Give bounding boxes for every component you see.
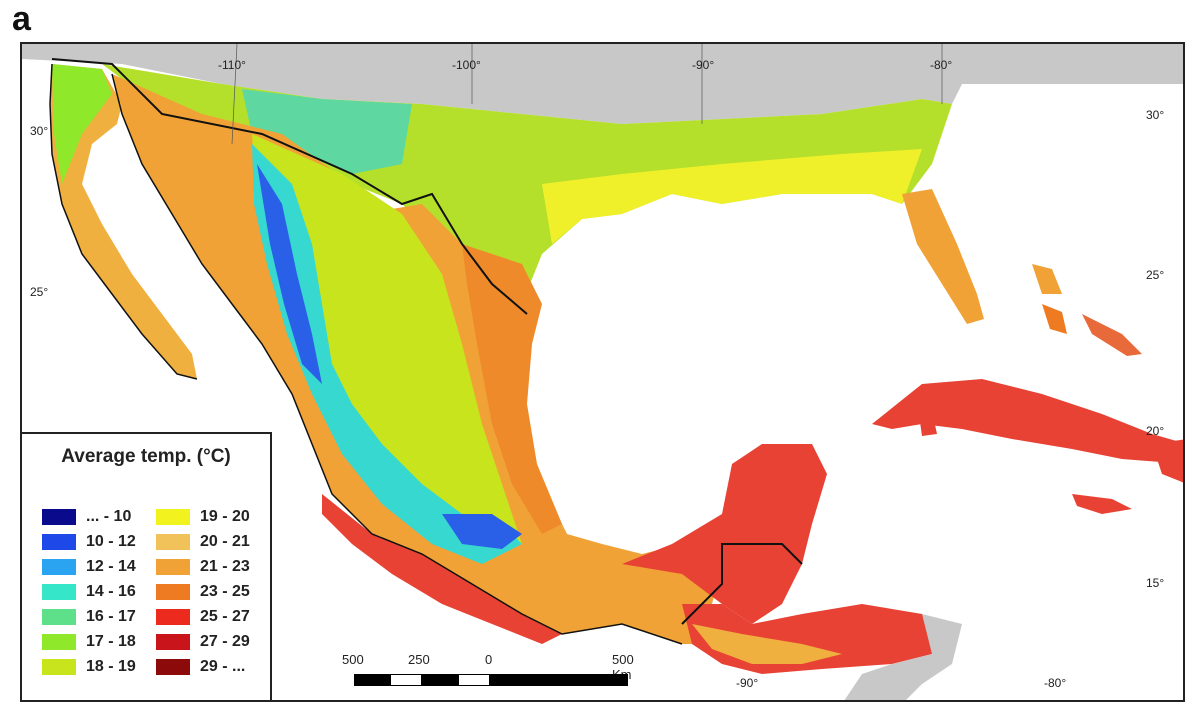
legend-swatch [156,584,190,600]
jamaica [1072,494,1132,514]
legend-label: 29 - ... [200,658,246,675]
legend-swatch [42,584,76,600]
map-frame [20,42,1185,702]
legend-label: 19 - 20 [200,508,250,525]
lat-label-left-30: 30° [30,124,49,138]
sierra-madre-cold [257,164,322,384]
hispaniola [1152,439,1183,483]
lon-label-top-90: -90° [692,58,715,72]
legend-label: 21 - 23 [200,558,250,575]
lat-label-left-25: 25° [30,285,49,299]
lat-label-right-25: 25° [1146,268,1165,282]
legend-swatch [42,659,76,675]
legend-item: 18 - 19 [42,656,136,678]
temperature-legend: Average temp. (°C) ... - 10 10 - 12 12 -… [20,432,272,702]
legend-swatch [156,509,190,525]
scale-label-500-left: 500 [342,652,364,667]
scale-segment-black [422,674,458,686]
legend-swatch [156,609,190,625]
legend-item: 16 - 17 [42,606,136,628]
legend-label: 18 - 19 [86,658,136,675]
legend-label: 14 - 16 [86,583,136,600]
legend-swatch [42,559,76,575]
legend-label: 16 - 17 [86,608,136,625]
legend-item: 29 - ... [156,656,245,678]
mexico-central-plateau [252,134,522,544]
panel-label: a [12,0,31,38]
legend-item: 10 - 12 [42,531,136,553]
lon-label-top-80: -80° [930,58,953,72]
legend-item: 25 - 27 [156,606,250,628]
legend-item: 20 - 21 [156,531,250,553]
scale-segment-black-long [490,674,628,686]
legend-label: 27 - 29 [200,633,250,650]
legend-label: ... - 10 [86,508,132,525]
bahamas-3 [1082,314,1142,356]
legend-swatch [156,559,190,575]
scale-bar: 500 250 0 500 Km [340,652,640,692]
cuba [872,379,1183,464]
usa-yellow-band [542,149,922,244]
legend-item: 17 - 18 [42,631,136,653]
usa-cool-band [242,89,412,174]
bahamas-1 [1032,264,1062,294]
lat-label-right-15: 15° [1146,576,1165,590]
lon-label-bottom-90: -90° [736,676,759,690]
gulf-coast-warm [462,244,562,534]
bahamas-2 [1042,304,1067,334]
south-pacific-coast [322,494,562,644]
legend-label: 23 - 25 [200,583,250,600]
legend-label: 20 - 21 [200,533,250,550]
scale-segment-white [390,674,422,686]
temperature-map [22,44,1183,700]
scale-segment-white [458,674,490,686]
central-highlands-cold [442,514,522,549]
legend-swatch [156,659,190,675]
legend-item: ... - 10 [42,506,131,528]
legend-swatch [156,634,190,650]
legend-item: 23 - 25 [156,581,250,603]
legend-swatch [156,534,190,550]
legend-swatch [42,534,76,550]
coast-outline-baja [49,63,198,380]
mexico-guatemala-border [681,543,803,625]
lon-label-bottom-80: -80° [1044,676,1067,690]
coast-outline-mexico [111,73,683,645]
north-land-relief [22,44,1183,124]
legend-item: 21 - 23 [156,556,250,578]
central-america-highlands [692,624,842,664]
us-mexico-border [51,58,528,315]
isle-of-youth [920,420,937,436]
yucatan-peninsula [622,444,827,624]
legend-item: 14 - 16 [42,581,136,603]
florida [902,189,984,324]
baja-california [50,64,197,379]
legend-label: 17 - 18 [86,633,136,650]
legend-swatch [42,609,76,625]
lon-label-top-110: -110° [218,58,246,72]
legend-item: 27 - 29 [156,631,250,653]
baja-north-cool [52,64,112,184]
lat-label-right-30: 30° [1146,108,1165,122]
legend-label: 10 - 12 [86,533,136,550]
legend-title: Average temp. (°C) [61,446,231,467]
legend-item: 19 - 20 [156,506,250,528]
scale-label-250: 250 [408,652,430,667]
legend-label: 12 - 14 [86,558,136,575]
legend-item: 12 - 14 [42,556,136,578]
legend-swatch [42,634,76,650]
graticule-lon-110 [231,44,238,145]
legend-swatch [42,509,76,525]
lon-label-top-100: -100° [452,58,481,72]
lat-label-right-20: 20° [1146,424,1165,438]
scale-label-0: 0 [485,652,493,667]
legend-label: 25 - 27 [200,608,250,625]
scale-segment-black [354,674,390,686]
south-land-relief [844,614,962,700]
